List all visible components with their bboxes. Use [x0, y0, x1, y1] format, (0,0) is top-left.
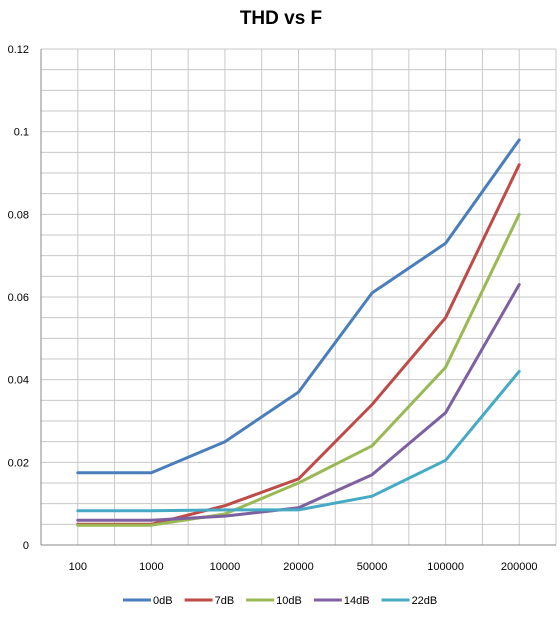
y-tick-label: 0 — [23, 540, 29, 552]
legend-label: 14dB — [344, 595, 370, 607]
y-tick-label: 0.12 — [8, 44, 29, 56]
y-axis-ticks: 0 0.02 0.04 0.06 0.08 0.1 0.12 — [8, 44, 29, 552]
y-tick-label: 0.06 — [8, 292, 29, 304]
x-axis-ticks: 100 1000 10000 20000 50000 100000 200000 — [69, 561, 538, 573]
series-lines — [76, 138, 521, 527]
x-tick-label: 50000 — [357, 561, 388, 573]
legend-label: 10dB — [276, 595, 302, 607]
x-tick-label: 1000 — [139, 561, 163, 573]
x-tick-label: 10000 — [210, 561, 241, 573]
gridlines — [40, 48, 557, 546]
series-line-10dB — [76, 212, 521, 527]
series-line-14dB — [76, 283, 521, 522]
legend-label: 22dB — [412, 595, 438, 607]
x-tick-label: 200000 — [501, 561, 538, 573]
y-tick-label: 0.08 — [8, 209, 29, 221]
y-tick-label: 0.1 — [14, 127, 29, 139]
series-line-22dB — [76, 369, 521, 513]
y-tick-label: 0.02 — [8, 457, 29, 469]
chart-title: THD vs F — [240, 8, 322, 29]
legend-label: 0dB — [153, 595, 173, 607]
x-tick-label: 100000 — [427, 561, 464, 573]
x-tick-label: 20000 — [283, 561, 314, 573]
x-tick-label: 100 — [69, 561, 87, 573]
legend-label: 7dB — [215, 595, 235, 607]
series-line-0dB — [76, 138, 521, 475]
legend: 0dB 7dB 10dB 14dB 22dB — [123, 595, 437, 607]
y-tick-label: 0.04 — [8, 375, 29, 387]
